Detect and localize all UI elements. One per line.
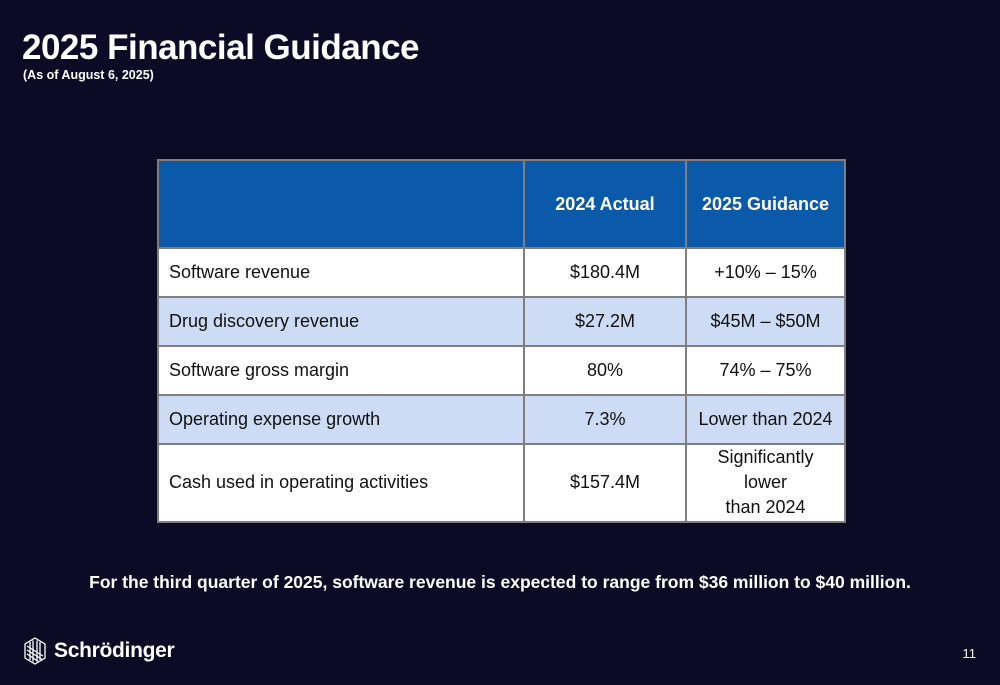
- guidance-2025-line2: than 2024: [725, 497, 806, 518]
- metric-cell: Cash used in operating activities: [157, 443, 525, 523]
- actual-2024-cell: 7.3%: [523, 394, 687, 445]
- table-row: Operating expense growth 7.3% Lower than…: [157, 394, 846, 445]
- schrodinger-logo-icon: [24, 637, 46, 665]
- table-row: Drug discovery revenue $27.2M $45M – $50…: [157, 296, 846, 347]
- guidance-table: 2024 Actual 2025 Guidance Software reven…: [157, 159, 846, 523]
- guidance-2025-cell: +10% – 15%: [685, 247, 846, 298]
- metric-cell: Operating expense growth: [157, 394, 525, 445]
- column-header-2024-actual: 2024 Actual: [523, 159, 687, 249]
- guidance-2025-cell: Significantly lower than 2024: [685, 443, 846, 523]
- metric-cell: Software revenue: [157, 247, 525, 298]
- guidance-2025-cell: 74% – 75%: [685, 345, 846, 396]
- actual-2024-cell: $27.2M: [523, 296, 687, 347]
- column-header-metric: [157, 159, 525, 249]
- table-row: Software revenue $180.4M +10% – 15%: [157, 247, 846, 298]
- guidance-2025-cell: $45M – $50M: [685, 296, 846, 347]
- schrodinger-logo: Schrödinger: [24, 637, 175, 665]
- metric-cell: Software gross margin: [157, 345, 525, 396]
- guidance-2025-cell: Lower than 2024: [685, 394, 846, 445]
- column-header-2025-guidance: 2025 Guidance: [685, 159, 846, 249]
- slide-subtitle: (As of August 6, 2025): [23, 68, 154, 82]
- slide-title: 2025 Financial Guidance: [22, 28, 420, 67]
- metric-cell: Drug discovery revenue: [157, 296, 525, 347]
- actual-2024-cell: 80%: [523, 345, 687, 396]
- table-row: Software gross margin 80% 74% – 75%: [157, 345, 846, 396]
- page-number: 11: [962, 646, 977, 661]
- table-header-row: 2024 Actual 2025 Guidance: [157, 159, 846, 249]
- table-row: Cash used in operating activities $157.4…: [157, 443, 846, 523]
- actual-2024-cell: $157.4M: [523, 443, 687, 523]
- actual-2024-cell: $180.4M: [523, 247, 687, 298]
- quarter-guidance-note: For the third quarter of 2025, software …: [89, 572, 911, 592]
- logo-text: Schrödinger: [54, 639, 175, 662]
- guidance-2025-line1: Significantly lower: [717, 447, 814, 493]
